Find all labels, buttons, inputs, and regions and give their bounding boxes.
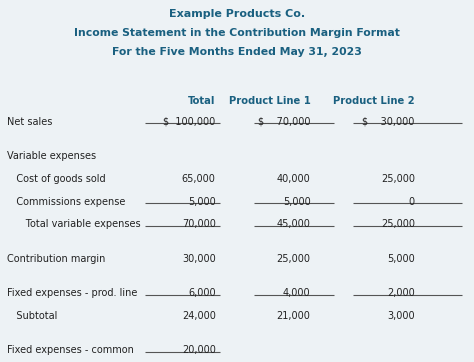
- Text: 3,000: 3,000: [387, 311, 415, 321]
- Text: 70,000: 70,000: [182, 219, 216, 230]
- Text: 30,000: 30,000: [182, 254, 216, 264]
- Text: 6,000: 6,000: [188, 288, 216, 298]
- Text: For the Five Months Ended May 31, 2023: For the Five Months Ended May 31, 2023: [112, 47, 362, 57]
- Text: Fixed expenses - prod. line: Fixed expenses - prod. line: [7, 288, 137, 298]
- Text: Example Products Co.: Example Products Co.: [169, 9, 305, 19]
- Text: 25,000: 25,000: [381, 219, 415, 230]
- Text: 25,000: 25,000: [276, 254, 310, 264]
- Text: 5,000: 5,000: [387, 254, 415, 264]
- Text: $  100,000: $ 100,000: [164, 117, 216, 127]
- Text: Contribution margin: Contribution margin: [7, 254, 106, 264]
- Text: 5,000: 5,000: [188, 197, 216, 207]
- Text: Total: Total: [188, 96, 216, 106]
- Text: 45,000: 45,000: [277, 219, 310, 230]
- Text: 5,000: 5,000: [283, 197, 310, 207]
- Text: 20,000: 20,000: [182, 345, 216, 355]
- Text: 25,000: 25,000: [381, 174, 415, 184]
- Text: Total variable expenses: Total variable expenses: [7, 219, 141, 230]
- Text: Net sales: Net sales: [7, 117, 53, 127]
- Text: $    70,000: $ 70,000: [258, 117, 310, 127]
- Text: 40,000: 40,000: [277, 174, 310, 184]
- Text: Income Statement in the Contribution Margin Format: Income Statement in the Contribution Mar…: [74, 28, 400, 38]
- Text: Product Line 1: Product Line 1: [228, 96, 310, 106]
- Text: 4,000: 4,000: [283, 288, 310, 298]
- Text: Fixed expenses - common: Fixed expenses - common: [7, 345, 134, 355]
- Text: Cost of goods sold: Cost of goods sold: [7, 174, 106, 184]
- Text: 21,000: 21,000: [277, 311, 310, 321]
- Text: Subtotal: Subtotal: [7, 311, 57, 321]
- Text: 0: 0: [409, 197, 415, 207]
- Text: Product Line 2: Product Line 2: [333, 96, 415, 106]
- Text: Commissions expense: Commissions expense: [7, 197, 126, 207]
- Text: Variable expenses: Variable expenses: [7, 151, 96, 161]
- Text: 2,000: 2,000: [387, 288, 415, 298]
- Text: $    30,000: $ 30,000: [363, 117, 415, 127]
- Text: 65,000: 65,000: [182, 174, 216, 184]
- Text: 24,000: 24,000: [182, 311, 216, 321]
